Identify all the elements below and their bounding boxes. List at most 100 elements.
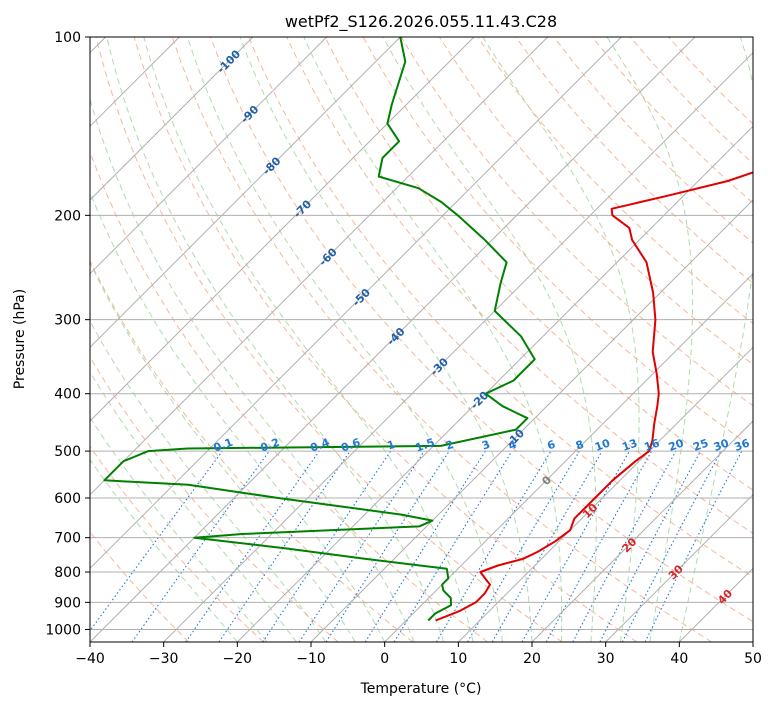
mixing-ratio-label: 20 (667, 436, 686, 454)
dry-adiabat (210, 37, 753, 623)
mixing-ratio-line (393, 450, 513, 642)
x-tick-label: −20 (223, 651, 253, 667)
mixing-ratio-line (262, 450, 392, 642)
sounding-traces (103, 37, 753, 622)
dry-adiabat (90, 259, 414, 642)
mixing-ratio-label: 16 (642, 436, 661, 454)
moist-adiabat (606, 37, 694, 642)
mixing-ratio-line (185, 450, 320, 642)
dry-adiabat (90, 445, 264, 642)
temperature-trace (435, 171, 753, 622)
isotherm-line (90, 37, 401, 349)
isotherm-line (90, 37, 328, 275)
mixing-ratio-line (545, 450, 653, 642)
mixing-ratio-label: 0.1 (212, 436, 235, 455)
x-tick-label: 50 (744, 651, 762, 667)
moist-adiabat (106, 37, 445, 642)
mixing-ratio-line (90, 450, 223, 632)
dry-adiabat (515, 37, 753, 284)
mixing-ratio-label: 13 (620, 436, 639, 453)
mixing-ratio-label: 1.5 (414, 436, 437, 455)
dry-adiabat (95, 37, 563, 642)
moist-adiabats (90, 37, 753, 642)
isotherm-line (236, 125, 753, 642)
moist-adiabat (143, 37, 474, 642)
moist-adiabat (482, 37, 640, 642)
x-tick-label: 0 (380, 651, 389, 667)
isotherm-line (90, 37, 254, 201)
plot-frame (89, 36, 754, 643)
dry-adiabat (286, 37, 753, 534)
x-tick-label: 20 (523, 651, 541, 667)
isotherm-line (163, 51, 753, 642)
moist-adiabat (187, 37, 503, 642)
dry-adiabat (248, 37, 753, 578)
dry-adiabat (90, 356, 339, 642)
plot-area: 0.1 0.2 0.4 0.6 1 1.5 2 3 4 6 8 10 13 16 20 25 30 36-100-… (90, 37, 753, 642)
isotherm-line (90, 37, 696, 642)
mixing-ratio-label: 3 (480, 438, 492, 453)
y-tick-label: 300 (54, 313, 81, 329)
isotherm-line (605, 493, 753, 642)
dry-adiabat (171, 37, 712, 642)
x-tick-label: −10 (296, 651, 326, 667)
dewpoint-trace (103, 37, 536, 622)
chart-title: wetPf2_S126.2026.055.11.43.C28 (285, 12, 557, 32)
mixing-ratio-label: 0.6 (339, 436, 362, 455)
moist-adiabat (239, 37, 533, 642)
dry-adiabat (133, 37, 638, 642)
mixing-ratio-label: 30 (712, 436, 731, 454)
moist-adiabat (382, 37, 597, 642)
mixing-ratio-label: 0.4 (309, 436, 332, 455)
mixing-ratio-label: 25 (691, 436, 710, 453)
moist-adiabat (90, 320, 327, 642)
x-axis-label: Temperature (°C) (360, 681, 482, 697)
mixing-ratio-line (131, 450, 270, 642)
mixing-ratio-lines (90, 450, 743, 642)
mixing-ratio-label: 4 (507, 438, 519, 453)
mixing-ratio-label: 10 (593, 436, 612, 454)
mixing-ratio-line (218, 450, 351, 642)
y-tick-label: 400 (54, 387, 81, 403)
isotherm-line (531, 420, 753, 642)
moist-adiabat (90, 190, 386, 642)
isotherm-line (384, 272, 753, 642)
mixing-ratio-line (572, 450, 677, 642)
isotherm-line (90, 37, 549, 496)
isotherm-line (90, 37, 475, 422)
dry-adiabats (90, 37, 753, 642)
moist-adiabat (90, 370, 297, 642)
x-tick-label: −30 (149, 651, 179, 667)
isotherm-grid (90, 37, 753, 642)
x-tick-label: 40 (670, 651, 688, 667)
mixing-ratio-label: 36 (733, 436, 752, 454)
y-tick-label: 900 (54, 595, 81, 611)
mixing-ratio-line (298, 450, 425, 642)
moist-adiabat (303, 37, 563, 642)
x-axis: −40 −30 −20 −10 0 10 20 30 40 50 (75, 642, 762, 667)
y-tick-label: 600 (54, 491, 81, 507)
mixing-ratio-label: 0.2 (259, 436, 282, 455)
y-tick-label: 500 (54, 444, 81, 460)
y-tick-label: 100 (54, 30, 81, 46)
mixing-ratio-line (644, 450, 743, 642)
mixing-ratio-line (521, 450, 630, 642)
y-tick-label: 1000 (45, 622, 81, 638)
isotherm-line (310, 199, 753, 642)
isotherm-line (457, 346, 753, 642)
moist-adiabat (90, 416, 268, 642)
y-axis-label: Pressure (hPa) (12, 289, 28, 389)
mixing-ratio-line (325, 450, 450, 642)
mixing-ratio-label: 6 (545, 438, 557, 453)
mixing-ratio-label: 2 (444, 438, 456, 453)
x-tick-label: 10 (449, 651, 467, 667)
isotherm-line (90, 37, 622, 570)
moist-adiabat (678, 37, 753, 642)
y-tick-label: 700 (54, 531, 81, 547)
moist-adiabat (90, 261, 356, 642)
y-tick-label: 800 (54, 565, 81, 581)
mixing-ratio-label: 1 (385, 438, 397, 453)
moist-adiabat (90, 458, 238, 642)
